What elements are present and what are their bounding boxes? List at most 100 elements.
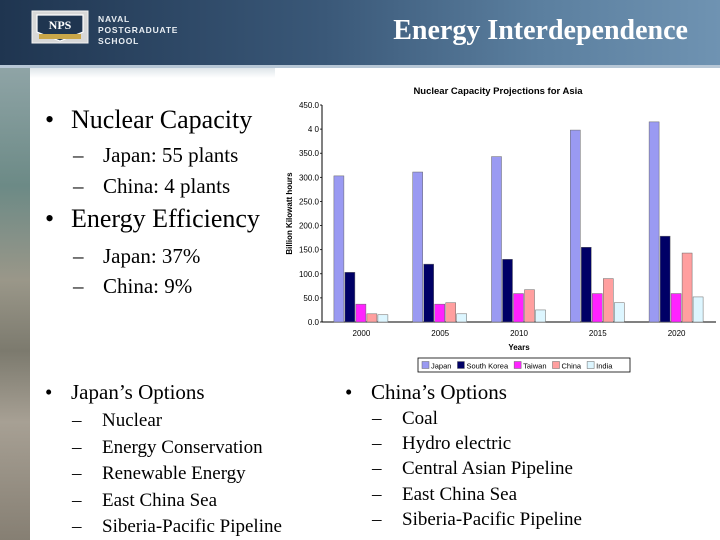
header-fade: [30, 68, 275, 78]
dash-mark: –: [72, 516, 82, 537]
option-text: Nuclear: [102, 410, 163, 431]
y-tick-label: 50.0: [303, 294, 319, 303]
school-name: NAVAL POSTGRADUATE SCHOOL: [98, 14, 178, 47]
bullet-label: Energy Efficiency: [71, 204, 260, 233]
dash-mark: –: [72, 437, 82, 458]
dash-mark: –: [372, 509, 382, 530]
x-axis-label: Years: [508, 343, 530, 352]
legend-entry: China: [562, 362, 582, 371]
legend-entry: Japan: [431, 362, 451, 371]
bar-taiwan: [670, 293, 682, 323]
y-tick-label: 450.0: [299, 101, 320, 110]
legend-swatch: [513, 361, 522, 369]
bar-south-korea: [581, 247, 592, 323]
option-item: – Siberia-Pacific Pipeline: [372, 509, 582, 531]
bar-taiwan: [592, 293, 603, 323]
bar-india: [692, 296, 704, 323]
option-text: East China Sea: [102, 490, 218, 511]
campus-photo-strip: [0, 68, 30, 540]
bullet-mark: •: [45, 380, 53, 404]
legend-entry: South Korea: [466, 362, 509, 371]
x-tick-label: 2015: [589, 329, 607, 338]
sub-bullet-text: Japan: 55 plants: [103, 143, 239, 167]
school-line-2: POSTGRADUATE: [98, 25, 179, 35]
y-tick-label: 0.0: [308, 318, 320, 327]
sub-bullet: – Japan: 37%: [73, 244, 200, 269]
option-item: – Coal: [372, 408, 438, 430]
option-item: – East China Sea: [72, 490, 217, 512]
option-item: – East China Sea: [372, 484, 517, 506]
bullet-label: Japan’s Options: [71, 380, 205, 404]
bar-india: [535, 309, 546, 323]
dash-mark: –: [72, 490, 82, 511]
legend-entry: Taiwan: [523, 362, 546, 371]
sub-bullet: – Japan: 55 plants: [73, 143, 238, 168]
legend-swatch: [457, 361, 465, 369]
nps-logo: NPS: [31, 10, 89, 44]
bar-japan: [333, 175, 345, 323]
x-tick-label: 2005: [431, 329, 449, 338]
legend-swatch: [421, 361, 430, 369]
bullet-mark: •: [345, 380, 353, 404]
dash-mark: –: [372, 458, 382, 479]
option-item: – Hydro electric: [372, 433, 511, 455]
dash-mark: –: [73, 143, 84, 167]
sub-bullet: – China: 9%: [73, 274, 192, 299]
dash-mark: –: [372, 433, 382, 454]
y-tick-label: 350.0: [299, 149, 320, 158]
bar-south-korea: [502, 259, 513, 323]
option-item: – Siberia-Pacific Pipeline: [72, 516, 282, 538]
bar-south-korea: [423, 263, 434, 323]
bullet-japan-options: • Japan’s Options: [45, 380, 205, 405]
y-axis-label: Billion Kilowatt hours: [285, 172, 294, 255]
bar-china: [524, 289, 535, 323]
sub-bullet: – China: 4 plants: [73, 174, 230, 199]
dash-mark: –: [372, 408, 382, 429]
bullet-nuclear-capacity: • Nuclear Capacity: [45, 105, 252, 135]
x-tick-label: 2000: [353, 329, 371, 338]
y-tick-label: 250.0: [299, 197, 320, 206]
bar-india: [456, 313, 467, 323]
bullet-mark: •: [45, 105, 55, 134]
option-item: – Central Asian Pipeline: [372, 458, 573, 480]
bar-japan: [412, 171, 423, 323]
bar-china: [681, 252, 693, 323]
option-text: Siberia-Pacific Pipeline: [102, 516, 282, 537]
dash-mark: –: [73, 274, 84, 298]
option-item: – Energy Conservation: [72, 437, 263, 459]
y-tick-label: 300.0: [299, 173, 320, 182]
bar-china: [603, 278, 614, 323]
y-tick-label: 4 0: [308, 125, 320, 134]
bar-china: [445, 302, 456, 323]
option-item: – Renewable Energy: [72, 463, 246, 485]
bar-japan: [491, 156, 502, 323]
option-text: Siberia-Pacific Pipeline: [402, 509, 582, 530]
bar-india: [614, 302, 625, 323]
bar-japan: [648, 121, 660, 323]
y-tick-label: 150.0: [299, 246, 320, 255]
bar-taiwan: [513, 293, 524, 323]
bar-south-korea: [344, 272, 356, 323]
school-line-3: SCHOOL: [98, 36, 140, 46]
option-item: – Nuclear: [72, 410, 162, 432]
bar-japan: [570, 129, 581, 323]
bar-south-korea: [659, 235, 671, 323]
sub-bullet-text: China: 9%: [103, 274, 193, 298]
x-tick-label: 2010: [510, 329, 528, 338]
legend-entry: India: [596, 362, 613, 371]
chart-title: Nuclear Capacity Projections for Asia: [413, 86, 583, 97]
sub-bullet-text: Japan: 37%: [103, 244, 201, 268]
option-text: Central Asian Pipeline: [402, 458, 573, 479]
bullet-label: Nuclear Capacity: [71, 105, 253, 134]
bar-taiwan: [355, 303, 367, 323]
bar-india: [377, 314, 389, 323]
bullet-energy-efficiency: • Energy Efficiency: [45, 204, 260, 234]
option-text: Renewable Energy: [102, 463, 246, 484]
option-text: Energy Conservation: [102, 437, 263, 458]
y-tick-label: 200.0: [299, 222, 320, 231]
logo-letters: NPS: [49, 18, 72, 32]
option-text: East China Sea: [402, 484, 518, 505]
x-tick-label: 2020: [668, 329, 686, 338]
dash-mark: –: [73, 244, 84, 268]
option-text: Coal: [402, 408, 438, 429]
